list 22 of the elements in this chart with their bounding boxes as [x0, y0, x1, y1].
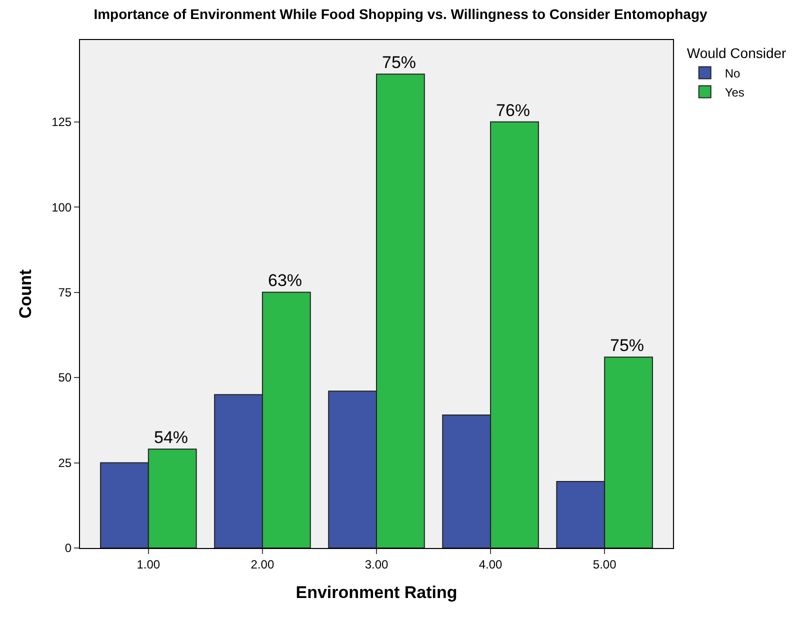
y-tick-label: 0	[64, 541, 72, 556]
y-tick-label: 75	[58, 286, 72, 300]
x-axis-title: Environment Rating	[296, 582, 458, 602]
x-tick-label: 1.00	[136, 557, 160, 572]
annotation: 75%	[382, 53, 416, 72]
legend-title: Would Consider	[686, 45, 787, 62]
annotation: 76%	[496, 101, 530, 120]
annotation: 63%	[268, 271, 302, 290]
y-tick-label: 125	[52, 115, 72, 130]
legend-label: No	[724, 66, 741, 80]
y-axis-title: Count	[16, 269, 36, 319]
x-tick-label: 5.00	[592, 557, 617, 572]
y-tick-label: 25	[58, 456, 72, 470]
legend-label: Yes	[724, 85, 744, 100]
x-tick-label: 2.00	[250, 557, 274, 572]
annotation: 75%	[610, 336, 644, 355]
annotation: 54%	[154, 428, 188, 447]
y-tick-label: 50	[58, 370, 72, 385]
y-tick-label: 100	[52, 200, 72, 214]
x-tick-label: 3.00	[364, 557, 388, 572]
chart-title: Importance of Environment While Food Shopping vs. Willingness to Consider Entomophagy	[94, 6, 708, 22]
x-tick-label: 4.00	[478, 557, 503, 572]
